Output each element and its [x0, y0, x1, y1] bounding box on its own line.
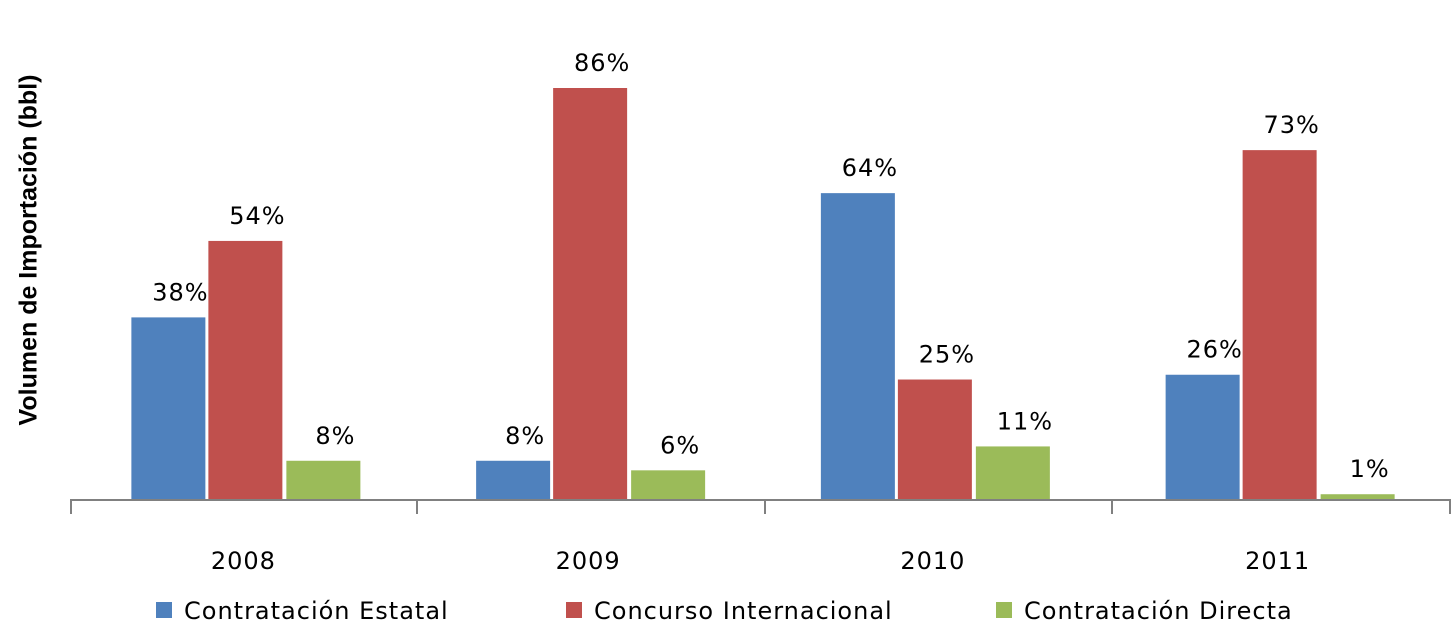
value-label: 38% — [152, 278, 208, 306]
bar — [208, 240, 283, 499]
value-label: 6% — [660, 431, 700, 459]
bar — [1242, 150, 1317, 499]
legend-label: Contratación Directa — [1024, 597, 1293, 625]
bar — [286, 460, 361, 499]
bar — [631, 470, 706, 499]
bar — [1320, 494, 1395, 499]
value-label: 11% — [997, 407, 1053, 435]
value-label: 73% — [1263, 111, 1319, 139]
value-label: 8% — [505, 422, 545, 450]
bar — [820, 193, 895, 500]
value-label: 54% — [229, 202, 285, 230]
legend-swatch — [156, 602, 172, 618]
bar — [553, 88, 628, 499]
bar — [897, 379, 972, 499]
y-axis-label: Volumen de Importación (bbl) — [15, 75, 43, 426]
x-tick-label: 2010 — [900, 547, 965, 575]
x-axis — [70, 499, 1451, 514]
value-label: 1% — [1350, 455, 1390, 483]
legend-swatch — [996, 602, 1012, 618]
x-tick-label: 2008 — [211, 547, 276, 575]
value-label: 25% — [919, 341, 975, 369]
bar — [975, 446, 1050, 499]
x-tick-label: 2011 — [1245, 547, 1310, 575]
value-label: 26% — [1186, 336, 1242, 364]
x-tick-label: 2009 — [556, 547, 621, 575]
value-label: 8% — [315, 422, 355, 450]
bar — [1165, 374, 1240, 499]
bar — [476, 460, 551, 499]
legend-swatch — [566, 602, 582, 618]
legend-label: Concurso Internacional — [594, 597, 893, 625]
bar — [131, 317, 206, 499]
value-label: 86% — [574, 49, 630, 77]
legend-label: Contratación Estatal — [184, 597, 449, 625]
value-label: 64% — [842, 154, 898, 182]
